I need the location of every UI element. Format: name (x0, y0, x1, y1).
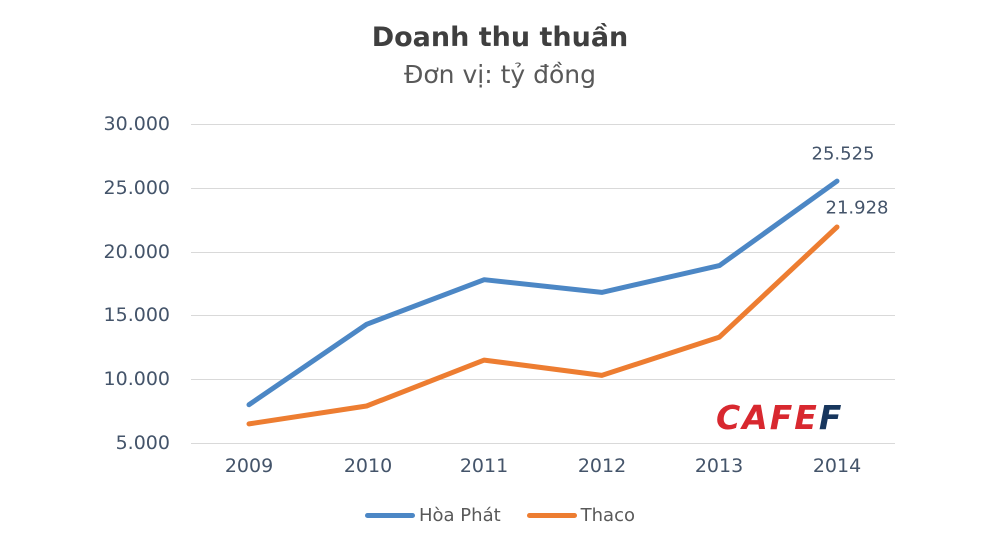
x-axis-tick: 2009 (224, 455, 274, 477)
x-axis-tick: 2014 (812, 455, 862, 477)
y-axis-tick: 25.000 (103, 177, 170, 199)
gridline (191, 124, 895, 125)
legend-line-swatch-blue (365, 513, 415, 518)
y-axis-tick: 15.000 (103, 304, 170, 326)
legend-line-swatch-orange (526, 513, 577, 518)
data-label-hoa-phat-2014: 25.525 (811, 143, 875, 165)
gridline (191, 379, 895, 380)
chart-title: Doanh thu thuần (371, 22, 629, 53)
x-axis-tick: 2013 (694, 455, 744, 477)
legend-label: Thaco (580, 505, 635, 526)
data-label-thaco-2014: 21.928 (825, 197, 889, 219)
x-axis-tick: 2010 (343, 455, 393, 477)
y-axis-tick: 10.000 (103, 368, 170, 390)
chart-subtitle: Đơn vị: tỷ đồng (404, 60, 596, 89)
cafef-logo-red-part: CAFE (716, 398, 819, 437)
legend-item-thaco: Thaco (526, 505, 635, 526)
cafef-logo-blue-part: F (818, 398, 844, 437)
x-axis-tick: 2012 (577, 455, 627, 477)
legend-label: Hòa Phát (419, 505, 501, 526)
legend-item-hoa-phat: Hòa Phát (365, 505, 501, 526)
gridline (191, 443, 895, 444)
x-axis-tick: 2011 (459, 455, 509, 477)
chart-legend: Hòa Phát Thaco (0, 505, 1000, 526)
gridline (191, 252, 895, 253)
y-axis-tick: 5.000 (115, 432, 170, 454)
gridline (191, 315, 895, 316)
y-axis-tick: 30.000 (103, 113, 170, 135)
cafef-logo: CAFEF (716, 401, 843, 434)
y-axis-tick: 20.000 (103, 241, 170, 263)
gridline (191, 188, 895, 189)
